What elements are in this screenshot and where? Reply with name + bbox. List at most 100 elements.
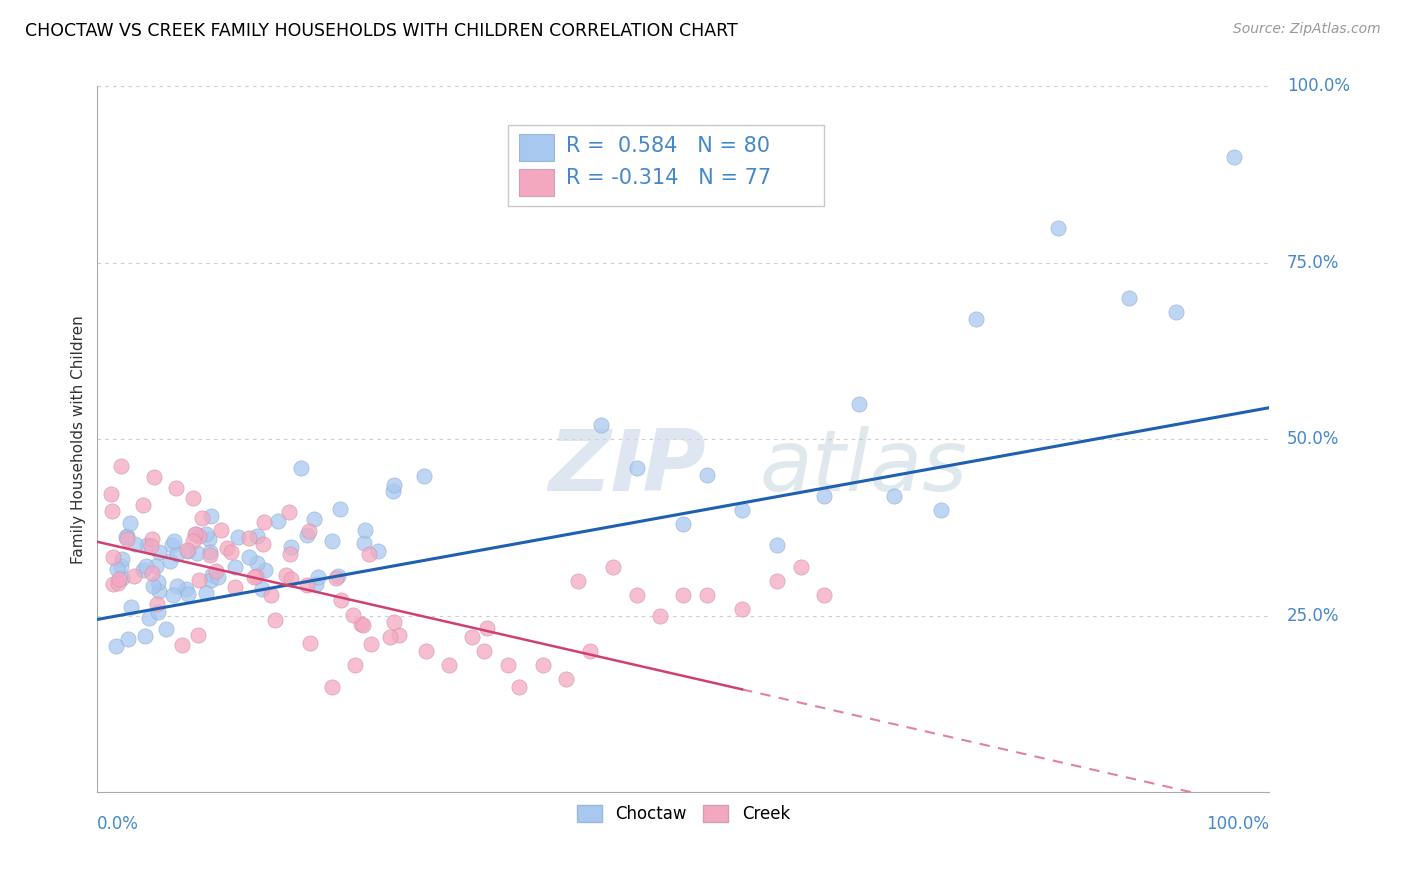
Point [246,529,269,543]
Point [382,615,405,629]
Point [146,597,169,611]
Point [472,644,495,658]
Point [186,546,208,560]
Point [305,576,328,591]
Point [141,533,163,547]
Point [321,680,343,694]
Point [274,567,297,582]
Point [382,483,405,498]
Point [142,579,165,593]
Text: R =  0.584   N = 80: R = 0.584 N = 80 [567,136,770,156]
Point [101,503,124,517]
Point [148,545,170,559]
Point [243,569,266,583]
Point [388,627,411,641]
Point [672,517,695,532]
Point [176,542,198,557]
Point [194,526,217,541]
Point [298,524,321,538]
Point [359,547,381,561]
Point [813,489,835,503]
Point [290,460,312,475]
Point [191,511,214,525]
Point [555,673,578,687]
Point [253,515,276,529]
Point [170,638,193,652]
Point [141,566,163,580]
Point [367,543,389,558]
Point [1118,291,1140,305]
Point [105,562,128,576]
Point [329,501,352,516]
Point [929,503,952,517]
Point [350,617,373,632]
Point [117,632,139,646]
Point [107,576,129,591]
Point [496,658,519,673]
Point [696,467,718,482]
Point [415,644,437,658]
Point [166,547,188,561]
Text: 100.0%: 100.0% [1206,815,1270,833]
Bar [519,134,554,161]
Point [101,577,124,591]
Point [132,563,155,577]
Point [813,588,835,602]
FancyBboxPatch shape [508,125,824,206]
Point [353,523,375,537]
Point [145,558,167,573]
Point [177,543,200,558]
Point [122,569,145,583]
Point [731,503,754,517]
Point [166,579,188,593]
Point [184,526,207,541]
Point [198,545,221,559]
Point [238,549,260,564]
Point [437,658,460,673]
Point [567,574,589,588]
Point [209,523,232,537]
Point [200,548,222,562]
Point [207,570,229,584]
Point [111,570,134,584]
Point [295,528,318,542]
Point [160,538,183,552]
Point [100,487,122,501]
Text: ZIP: ZIP [548,426,706,509]
Point [252,537,274,551]
Point [461,630,484,644]
Point [177,586,200,600]
Point [731,602,754,616]
Point [120,599,142,614]
Point [159,554,181,568]
Point [477,621,499,635]
Point [115,529,138,543]
Point [200,509,222,524]
Point [115,530,138,544]
Point [766,574,789,588]
Point [508,680,530,694]
Point [184,526,207,541]
Point [965,312,987,326]
Point [132,499,155,513]
Point [115,532,138,546]
Text: 100.0%: 100.0% [1286,78,1350,95]
Point [342,607,364,622]
Point [201,568,224,582]
Point [328,569,350,583]
Point [110,559,132,574]
Point [280,541,302,555]
Point [254,563,277,577]
Point [325,571,347,585]
Point [148,583,170,598]
Point [672,588,695,602]
Point [226,530,249,544]
Point [111,552,134,566]
Point [353,535,375,549]
Point [146,575,169,590]
Point [187,529,209,543]
Point [321,534,343,549]
Point [101,549,124,564]
Point [280,547,302,561]
Text: Source: ZipAtlas.com: Source: ZipAtlas.com [1233,22,1381,37]
